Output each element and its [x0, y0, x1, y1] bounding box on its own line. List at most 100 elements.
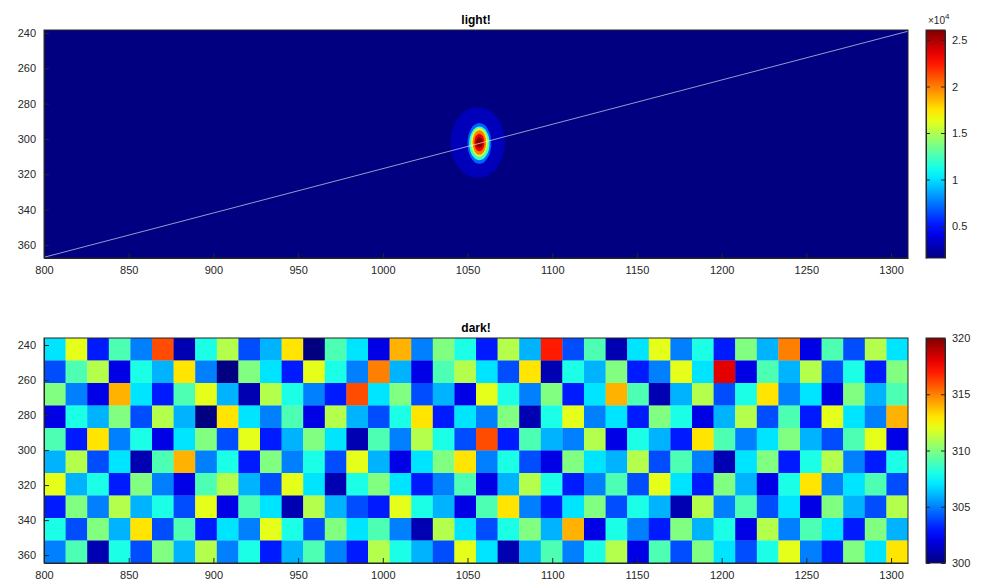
tick-mark: [941, 87, 945, 88]
heatmap-cell: [778, 428, 800, 451]
heatmap-cell: [282, 406, 304, 429]
heatmap-cell: [519, 541, 541, 564]
tick-label: 900: [205, 264, 223, 276]
heatmap-cell: [714, 496, 736, 519]
heatmap-cell: [757, 338, 779, 361]
heatmap-cell: [109, 383, 131, 406]
colorbar-axis: 0.511.522.5: [941, 31, 967, 259]
heatmap-cell: [390, 451, 412, 474]
heatmap-cell: [411, 473, 433, 496]
tick: 305: [941, 501, 970, 513]
heatmap-cell: [152, 541, 174, 564]
heatmap-cell: [822, 338, 844, 361]
heatmap-cell: [87, 451, 109, 474]
heatmap-cell: [260, 541, 282, 564]
heatmap-cell: [44, 428, 66, 451]
heatmap-cell: [217, 428, 239, 451]
heatmap-cell: [498, 383, 520, 406]
heatmap-cell: [800, 473, 822, 496]
tick: 1: [941, 174, 958, 186]
heatmap-cell: [174, 338, 196, 361]
heatmap-cell: [411, 406, 433, 429]
heatmap-cell: [778, 383, 800, 406]
heatmap-cell: [238, 406, 260, 429]
heatmap-cell: [66, 361, 88, 384]
tick-mark: [941, 507, 945, 508]
tick-mark: [213, 558, 214, 563]
heatmap-cell: [433, 338, 455, 361]
heatmap-cell: [541, 496, 563, 519]
tick: 360: [18, 239, 49, 251]
heatmap-cell: [368, 383, 390, 406]
heatmap-cell: [195, 541, 217, 564]
heatmap-cell: [584, 406, 606, 429]
heatmap-cell: [44, 383, 66, 406]
x-axis: 8008509009501000105011001150120012501300: [35, 253, 908, 276]
heatmap-cell: [649, 473, 671, 496]
tick: 2: [941, 81, 958, 93]
tick-mark: [722, 558, 723, 563]
heatmap-cell: [800, 361, 822, 384]
heatmap-cell: [519, 338, 541, 361]
heatmap-cell: [843, 383, 865, 406]
heatmap-cell: [238, 518, 260, 541]
heatmap-cell: [433, 383, 455, 406]
heatmap-cell: [584, 338, 606, 361]
heatmap-cell: [714, 541, 736, 564]
tick: 315: [941, 388, 970, 400]
heatmap-cell: [152, 496, 174, 519]
tick-mark: [44, 104, 49, 105]
heatmap-cell: [757, 361, 779, 384]
tick-label: 1250: [795, 264, 819, 276]
tick-mark: [44, 450, 49, 451]
plot-area: [44, 30, 908, 258]
y-axis: 240260280300320340360: [18, 27, 49, 258]
heatmap-cell: [346, 541, 368, 564]
heatmap-cell: [152, 361, 174, 384]
heatmap-cell: [606, 518, 628, 541]
tick-label: 1.5: [952, 127, 967, 139]
tick-mark: [941, 40, 945, 41]
heatmap-cell: [325, 338, 347, 361]
tick-mark: [926, 133, 930, 134]
heatmap-cell: [476, 406, 498, 429]
heatmap-cell: [822, 361, 844, 384]
heatmap-cell: [670, 541, 692, 564]
heatmap-cell: [822, 428, 844, 451]
heatmap-cell: [606, 541, 628, 564]
tick-mark: [637, 558, 638, 563]
heatmap-cell: [627, 451, 649, 474]
heatmap-cell: [433, 428, 455, 451]
heatmap-cell: [282, 496, 304, 519]
heatmap-cell: [865, 541, 887, 564]
tick-mark: [44, 485, 49, 486]
heatmap-cell: [390, 338, 412, 361]
heatmap-cell: [174, 473, 196, 496]
tick-mark: [468, 558, 469, 563]
heatmap-cell: [325, 496, 347, 519]
tick-label: 315: [952, 388, 970, 400]
heatmap-cell: [238, 496, 260, 519]
tick: [926, 180, 930, 181]
heatmap-cell: [476, 473, 498, 496]
tick: 1250: [795, 558, 819, 581]
heatmap-cell: [476, 451, 498, 474]
colorbar: 0.511.522.5×104: [926, 12, 967, 259]
tick: [926, 87, 930, 88]
heatmap-cell: [886, 406, 908, 429]
tick-label: 2: [952, 81, 958, 93]
tick: 280: [18, 409, 49, 421]
heatmap-cell: [627, 406, 649, 429]
heatmap-cell: [325, 428, 347, 451]
heatmap-cell: [174, 428, 196, 451]
heatmap-cell: [649, 383, 671, 406]
heatmap-cell: [649, 338, 671, 361]
heatmap-cell: [606, 451, 628, 474]
heatmap-cell: [109, 541, 131, 564]
tick-label: 320: [18, 479, 36, 491]
heatmap-cell: [498, 451, 520, 474]
exponent-base: ×10: [928, 15, 945, 26]
tick-label: 900: [205, 569, 223, 581]
tick: 1000: [371, 558, 395, 581]
heatmap-cell: [303, 428, 325, 451]
